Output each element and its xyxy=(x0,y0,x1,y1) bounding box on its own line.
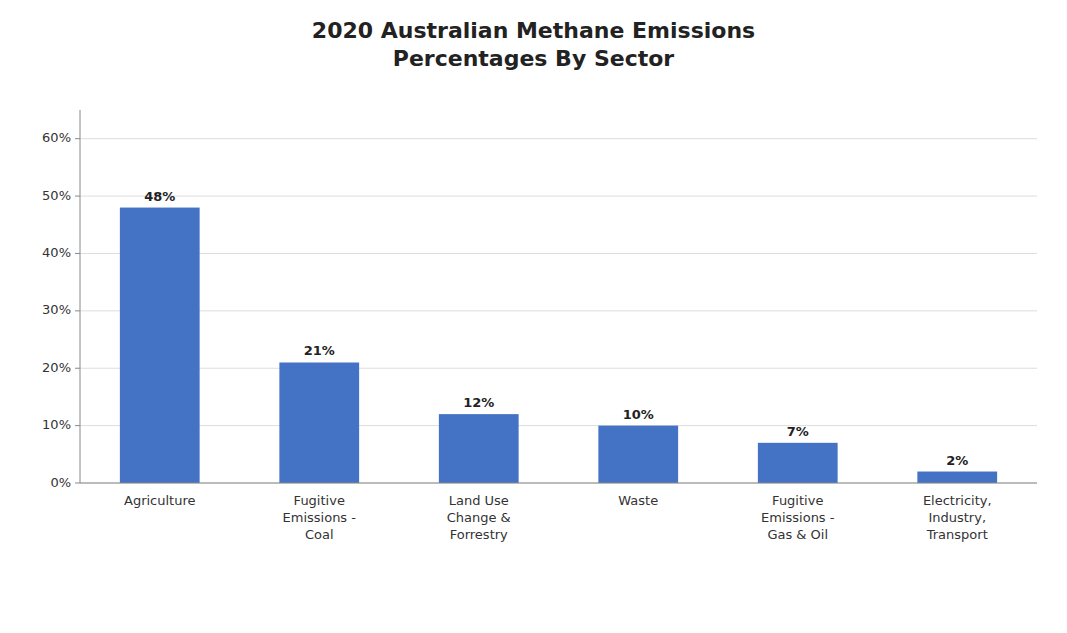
x-axis-line xyxy=(80,483,1037,484)
grid-line xyxy=(80,425,1037,426)
bar xyxy=(598,426,678,483)
y-tick-label: 60% xyxy=(42,130,71,145)
text-line: Waste xyxy=(618,493,658,508)
data-label: 48% xyxy=(144,189,175,204)
y-tick-label: 30% xyxy=(42,302,71,317)
title: 2020 Australian Methane Emissions Percent… xyxy=(312,18,755,71)
chart-svg: 2020 Australian Methane Emissions Percent… xyxy=(0,0,1067,633)
x-tick-label: Agriculture xyxy=(124,493,196,508)
y-tick-label: 50% xyxy=(42,188,71,203)
y-tick xyxy=(75,368,80,369)
y-tick xyxy=(75,425,80,426)
x-tick-label: Fugitive Emissions - Coal xyxy=(283,493,357,542)
text-line: Forrestry xyxy=(450,527,508,542)
data-label: 10% xyxy=(623,407,654,422)
bars xyxy=(120,208,997,483)
text-line: Change & xyxy=(447,510,511,525)
y-tick-label: 40% xyxy=(42,245,71,260)
y-tick-label: 0% xyxy=(50,475,71,490)
data-label: 7% xyxy=(787,424,809,439)
text-line: Industry, xyxy=(928,510,986,525)
y-tick xyxy=(75,253,80,254)
grid-line xyxy=(80,368,1037,369)
y-tick xyxy=(75,138,80,139)
y-grid xyxy=(80,139,1037,483)
grid-line xyxy=(80,253,1037,254)
chart-container: 2020 Australian Methane Emissions Percent… xyxy=(0,0,1067,633)
bar xyxy=(120,208,200,483)
x-tick-label: Electricity, Industry, Transport xyxy=(923,493,992,542)
text-line: Agriculture xyxy=(124,493,196,508)
x-tick-label: Fugitive Emissions - Gas & Oil xyxy=(761,493,835,542)
text-line: Land Use xyxy=(449,493,509,508)
grid-line xyxy=(80,196,1037,197)
y-tick xyxy=(75,483,80,484)
data-label: 12% xyxy=(463,395,494,410)
text-line: Electricity, xyxy=(923,493,992,508)
text-line: Percentages By Sector xyxy=(393,46,675,71)
text-line: Fugitive xyxy=(294,493,345,508)
bar xyxy=(917,472,997,483)
bar xyxy=(279,362,359,483)
y-axis-line xyxy=(80,110,81,483)
bar xyxy=(439,414,519,483)
x-tick-label: Land Use Change & Forrestry xyxy=(447,493,511,542)
grid-line xyxy=(80,138,1037,139)
text-line: Fugitive xyxy=(772,493,823,508)
y-tick xyxy=(75,196,80,197)
data-label: 21% xyxy=(304,343,335,358)
y-tick xyxy=(75,310,80,311)
text-line: Coal xyxy=(305,527,334,542)
grid-line xyxy=(80,483,1037,484)
text-line: Transport xyxy=(926,527,988,542)
data-label: 2% xyxy=(946,453,968,468)
text-line: 2020 Australian Methane Emissions xyxy=(312,18,755,43)
text-line: Emissions - xyxy=(283,510,357,525)
bar xyxy=(758,443,838,483)
text-line: Gas & Oil xyxy=(767,527,828,542)
grid-line xyxy=(80,310,1037,311)
y-tick-label: 20% xyxy=(42,360,71,375)
y-tick-label: 10% xyxy=(42,417,71,432)
text-line: Emissions - xyxy=(761,510,835,525)
x-tick-label: Waste xyxy=(618,493,658,508)
